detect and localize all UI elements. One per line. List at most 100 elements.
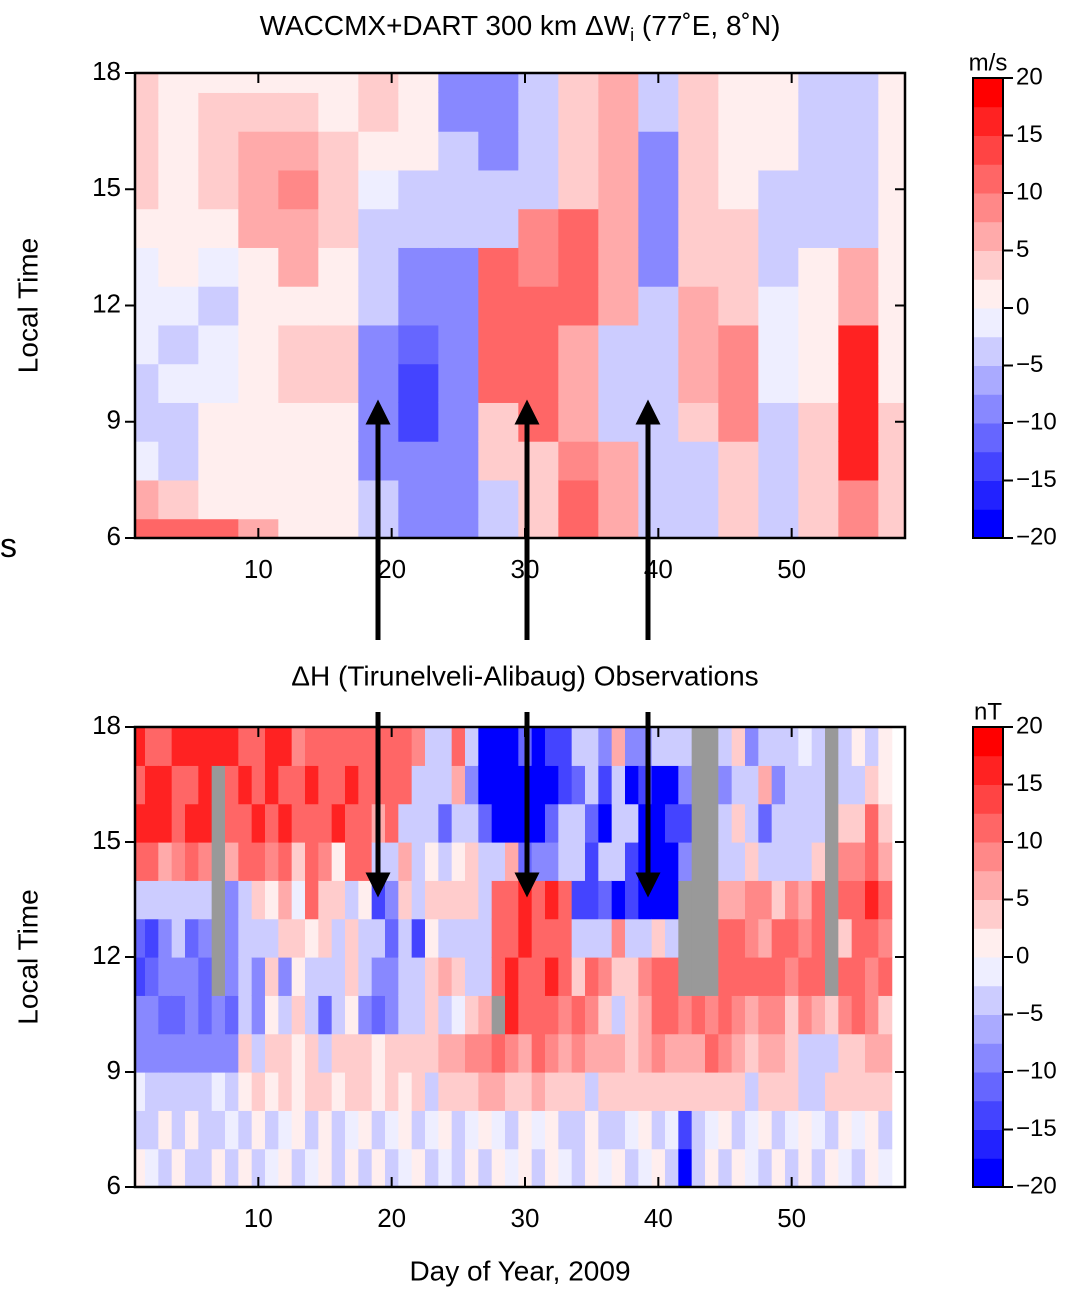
colorbar-swatch	[973, 1072, 1003, 1102]
colorbar-swatch	[973, 164, 1003, 194]
colorbar-swatch	[973, 279, 1003, 309]
heatmap-cell	[385, 803, 399, 843]
colorbar-tick-label: 15	[1016, 770, 1043, 797]
heatmap-cell	[678, 842, 693, 881]
heatmap-cell	[171, 803, 186, 843]
heatmap-cell	[731, 957, 746, 996]
heatmap-cell	[158, 131, 199, 171]
heatmap-cell	[198, 92, 239, 132]
heatmap-cell	[598, 957, 613, 996]
heatmap-cell	[771, 995, 786, 1035]
heatmap-cell	[505, 803, 519, 843]
heatmap-cell	[135, 131, 159, 171]
heatmap-cell	[625, 765, 639, 805]
heatmap-cell	[758, 842, 773, 881]
heatmap-cell	[478, 1148, 493, 1187]
heatmap-cell	[518, 880, 533, 920]
heatmap-cell	[398, 765, 413, 805]
heatmap-cell	[158, 1033, 173, 1073]
heatmap-cell	[198, 995, 213, 1035]
heatmap-cell	[478, 518, 519, 538]
heatmap-cell	[358, 727, 373, 766]
heatmap-cell	[678, 363, 719, 403]
heatmap-cell	[731, 1148, 746, 1187]
heatmap-cell	[171, 995, 186, 1035]
heatmap-cell	[678, 518, 719, 538]
heatmap-cell	[318, 803, 333, 843]
heatmap-cell	[291, 765, 306, 805]
heatmap-cell	[651, 957, 666, 996]
colorbar-swatch	[973, 509, 1003, 539]
heatmap-cell	[651, 842, 666, 881]
heatmap-cell	[571, 1072, 586, 1111]
heatmap-cell	[878, 995, 893, 1035]
heatmap-cell	[878, 1110, 893, 1150]
heatmap-cell	[198, 1110, 213, 1150]
heatmap-cell	[518, 1072, 533, 1111]
heatmap-cell	[265, 995, 279, 1035]
heatmap-cell	[225, 842, 239, 881]
heatmap-cell	[465, 1110, 479, 1150]
heatmap-cell	[851, 1072, 866, 1111]
heatmap-cell	[425, 803, 439, 843]
heatmap-cell	[198, 727, 213, 766]
heatmap-cell	[865, 765, 879, 805]
heatmap-cell	[331, 1110, 346, 1150]
heatmap-cell	[135, 803, 146, 843]
heatmap-cell	[665, 1072, 679, 1111]
heatmap-cell	[278, 363, 319, 403]
heatmap-cell	[758, 208, 799, 248]
heatmap-cell	[678, 247, 719, 287]
heatmap-cell	[198, 441, 239, 481]
heatmap-cell	[171, 1072, 186, 1111]
heatmap-cell	[451, 803, 466, 843]
heatmap-cell	[198, 363, 239, 403]
heatmap-cell	[851, 727, 866, 766]
heatmap-cell	[691, 995, 706, 1035]
heatmap-cell	[398, 918, 413, 958]
heatmap-cell	[798, 73, 839, 93]
heatmap-cell	[838, 131, 879, 171]
heatmap-cell	[171, 957, 186, 996]
heatmap-cell	[238, 995, 253, 1035]
heatmap-cell	[291, 995, 306, 1035]
heatmap-cell	[278, 1148, 293, 1187]
heatmap-cell	[158, 363, 199, 403]
heatmap-cell	[465, 1033, 479, 1073]
heatmap-cell	[505, 995, 519, 1035]
heatmap-cell	[478, 765, 493, 805]
heatmap-cell	[411, 918, 426, 958]
heatmap-cell	[318, 1033, 333, 1073]
heatmap-cell	[571, 957, 586, 996]
heatmap-cell	[758, 727, 773, 766]
heatmap-cell	[598, 918, 613, 958]
heatmap-cell	[798, 479, 839, 520]
heatmap-cell	[518, 131, 559, 171]
heatmap-cell	[225, 1072, 239, 1111]
heatmap-cell	[251, 803, 266, 843]
heatmap-cell	[465, 842, 479, 881]
heatmap-cell	[745, 727, 759, 766]
heatmap-cell	[585, 842, 599, 881]
heatmap-cell	[491, 842, 506, 881]
heatmap-cell	[638, 131, 679, 171]
heatmap-cell	[558, 957, 573, 996]
heatmap-cell	[625, 1148, 639, 1187]
colorbar-swatch	[973, 842, 1003, 872]
heatmap-cell	[251, 880, 266, 920]
heatmap-cell	[478, 208, 519, 248]
heatmap-cell	[598, 1072, 613, 1111]
heatmap-cell	[758, 363, 799, 403]
heatmap-cell	[238, 247, 279, 287]
heatmap-cell	[545, 842, 559, 881]
heatmap-cell	[545, 995, 559, 1035]
heatmap-cell	[518, 92, 559, 132]
heatmap-cell	[398, 1033, 413, 1073]
heatmap-cell	[438, 1148, 453, 1187]
heatmap-cell	[798, 402, 839, 442]
heatmap-cell	[158, 247, 199, 287]
heatmap-cell	[718, 363, 759, 403]
heatmap-cell	[491, 1033, 506, 1073]
heatmap-cell	[838, 169, 879, 210]
heatmap-cell	[491, 957, 506, 996]
